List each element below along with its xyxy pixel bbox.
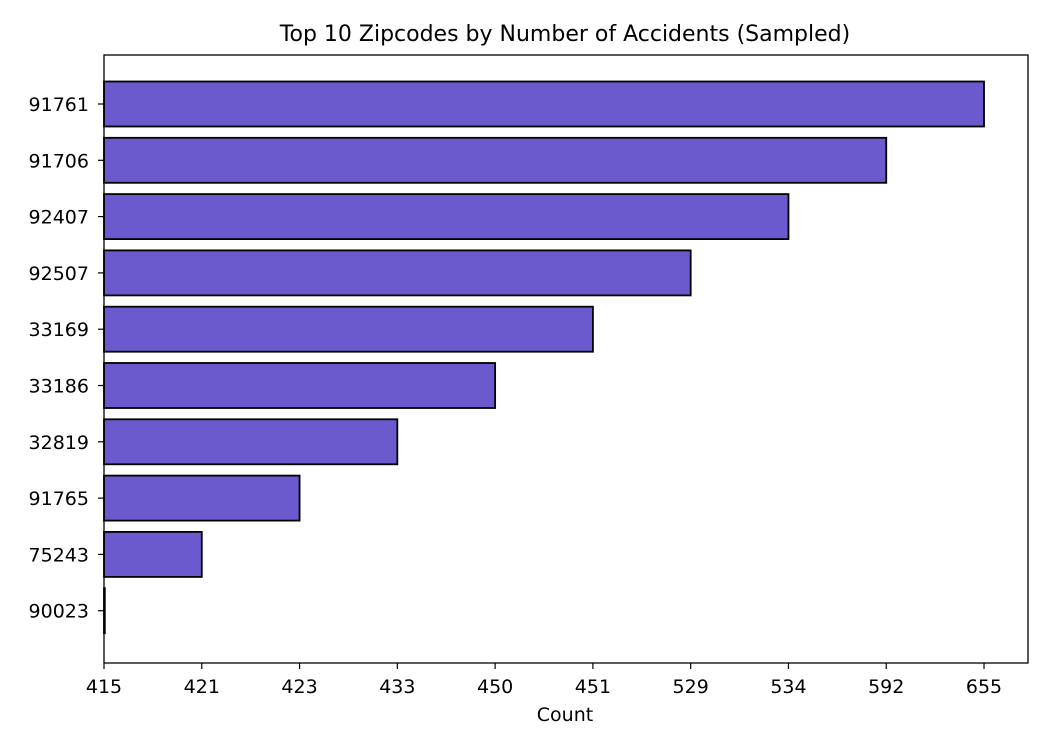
x-tick-label: 592 (868, 676, 904, 698)
bar (103, 249, 692, 297)
y-tick-label: 32819 (29, 432, 89, 454)
y-tick-label: 91765 (29, 488, 89, 510)
bar (103, 531, 203, 578)
x-tick-label: 529 (673, 676, 709, 698)
x-tick-label: 423 (281, 676, 317, 698)
x-axis: 415 421 423 433 450 451 529 534 592 655 (86, 663, 1002, 698)
y-tick-label: 33169 (29, 319, 89, 341)
x-tick-label: 451 (575, 676, 611, 698)
bar (103, 305, 594, 353)
x-tick-label: 655 (966, 676, 1002, 698)
x-tick-label: 421 (184, 676, 220, 698)
y-tick-label: 91761 (29, 94, 89, 116)
y-tick-label: 91706 (29, 150, 89, 172)
y-tick-label: 75243 (29, 544, 89, 566)
y-tick-label: 33186 (29, 376, 89, 398)
y-tick-label: 90023 (29, 601, 89, 623)
bar (103, 362, 497, 409)
y-tick-label: 92507 (29, 263, 89, 285)
x-axis-label: Count (537, 704, 593, 726)
x-tick-label: 450 (477, 676, 513, 698)
x-tick-label: 534 (770, 676, 806, 698)
bar (103, 136, 888, 184)
bar (103, 80, 985, 128)
y-axis: 91761 91706 92407 92507 33169 33186 32819 91765… (29, 94, 104, 623)
y-tick-label: 92407 (29, 207, 89, 229)
bar (103, 474, 301, 522)
bar (103, 418, 399, 466)
chart-title: Top 10 Zipcodes by Number of Accidents (… (279, 22, 850, 47)
plot-frame (103, 54, 1029, 664)
x-tick-label: 433 (379, 676, 415, 698)
x-tick-label: 415 (86, 676, 122, 698)
bar (103, 193, 790, 241)
bars-layer (103, 80, 985, 635)
